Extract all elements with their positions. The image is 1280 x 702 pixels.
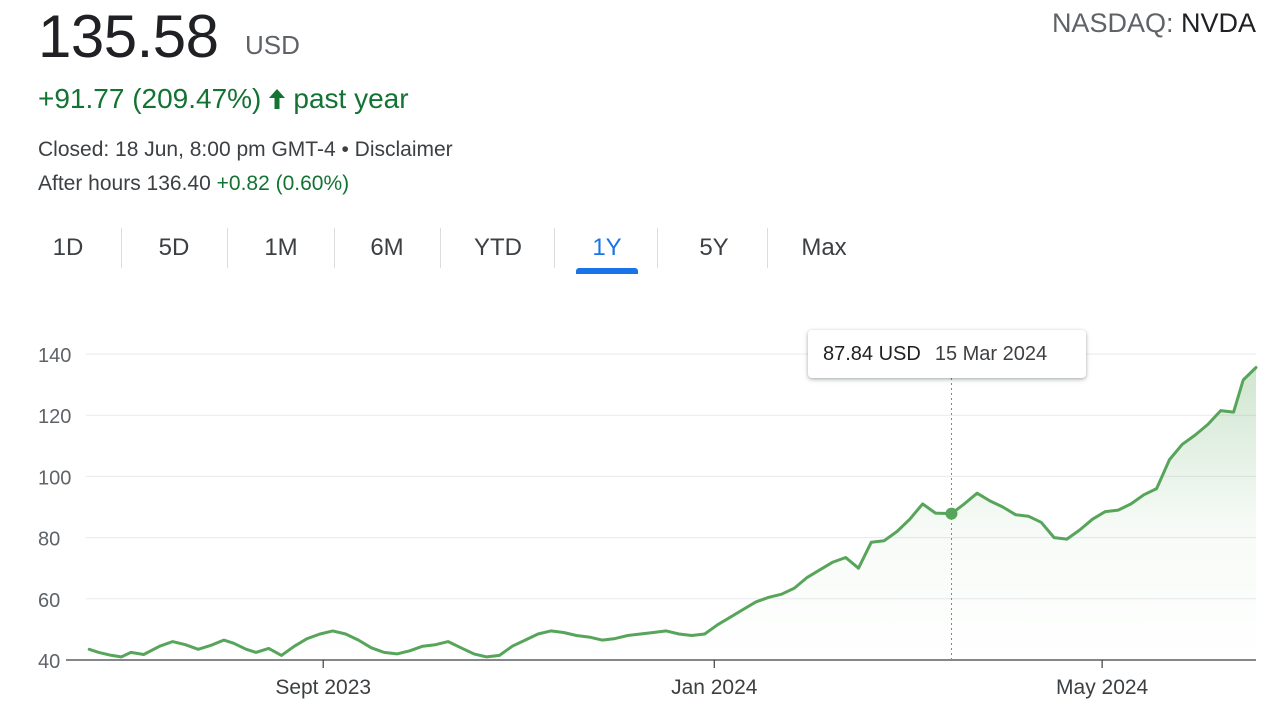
- tab-6m[interactable]: 6M: [370, 234, 404, 261]
- ticker-symbol: NASDAQ: NVDA: [1052, 8, 1256, 39]
- active-tab-indicator: [576, 268, 638, 274]
- hover-point: [945, 507, 958, 520]
- exchange-name: NASDAQ:: [1051, 8, 1174, 38]
- price-line: [87, 366, 1258, 659]
- after-hours-change: +0.82 (0.60%): [216, 172, 350, 195]
- y-tick-label: 140: [38, 345, 71, 367]
- after-hours-price: After hours 136.40: [38, 172, 211, 195]
- currency-label: USD: [245, 30, 300, 60]
- x-tick-label: Jan 2024: [671, 676, 758, 699]
- y-tick-label: 60: [38, 590, 60, 612]
- after-hours: After hours 136.40 +0.82 (0.60%): [38, 172, 349, 196]
- tab-divider: [227, 228, 228, 268]
- tab-1d[interactable]: 1D: [52, 234, 84, 261]
- range-tabs: 1D 5D 1M 6M YTD 1Y 5Y Max: [12, 226, 892, 278]
- y-tick-label: 120: [38, 406, 71, 428]
- tab-5d[interactable]: 5D: [158, 234, 190, 261]
- tab-1y[interactable]: 1Y: [592, 234, 622, 261]
- y-tick-label: 100: [38, 467, 71, 489]
- change-value: +91.77 (209.47%): [38, 83, 262, 114]
- y-tick-label: 80: [38, 529, 60, 551]
- price-change: +91.77 (209.47%) past year: [38, 83, 409, 115]
- tooltip-price: 87.84 USD: [823, 342, 921, 365]
- tab-divider: [657, 228, 658, 268]
- tab-max[interactable]: Max: [801, 234, 847, 261]
- tooltip-date: 15 Mar 2024: [934, 342, 1048, 365]
- x-tick-label: May 2024: [1056, 676, 1149, 699]
- tab-divider: [334, 228, 335, 268]
- tab-ytd[interactable]: YTD: [474, 234, 522, 261]
- stock-price: 135.58: [38, 3, 219, 70]
- price-chart[interactable]: 40 60 80 100 120 140 Sept 2023 Jan 2024 May 202…: [0, 300, 1280, 702]
- tab-5y[interactable]: 5Y: [699, 234, 729, 261]
- chart-tooltip: 87.84 USD 15 Mar 2024: [808, 330, 1086, 378]
- y-tick-label: 40: [38, 651, 60, 673]
- tab-divider: [554, 228, 555, 268]
- tab-divider: [121, 228, 122, 268]
- market-status: Closed: 18 Jun, 8:00 pm GMT-4 • Disclaim…: [38, 138, 453, 161]
- tab-divider: [767, 228, 768, 268]
- ticker: NVDA: [1180, 8, 1256, 38]
- price-area-fill: [89, 367, 1257, 660]
- tab-divider: [440, 228, 441, 268]
- arrow-up-icon: [267, 87, 287, 111]
- tab-1m[interactable]: 1M: [264, 234, 298, 261]
- x-tick-label: Sept 2023: [275, 676, 371, 699]
- change-period: past year: [293, 83, 409, 114]
